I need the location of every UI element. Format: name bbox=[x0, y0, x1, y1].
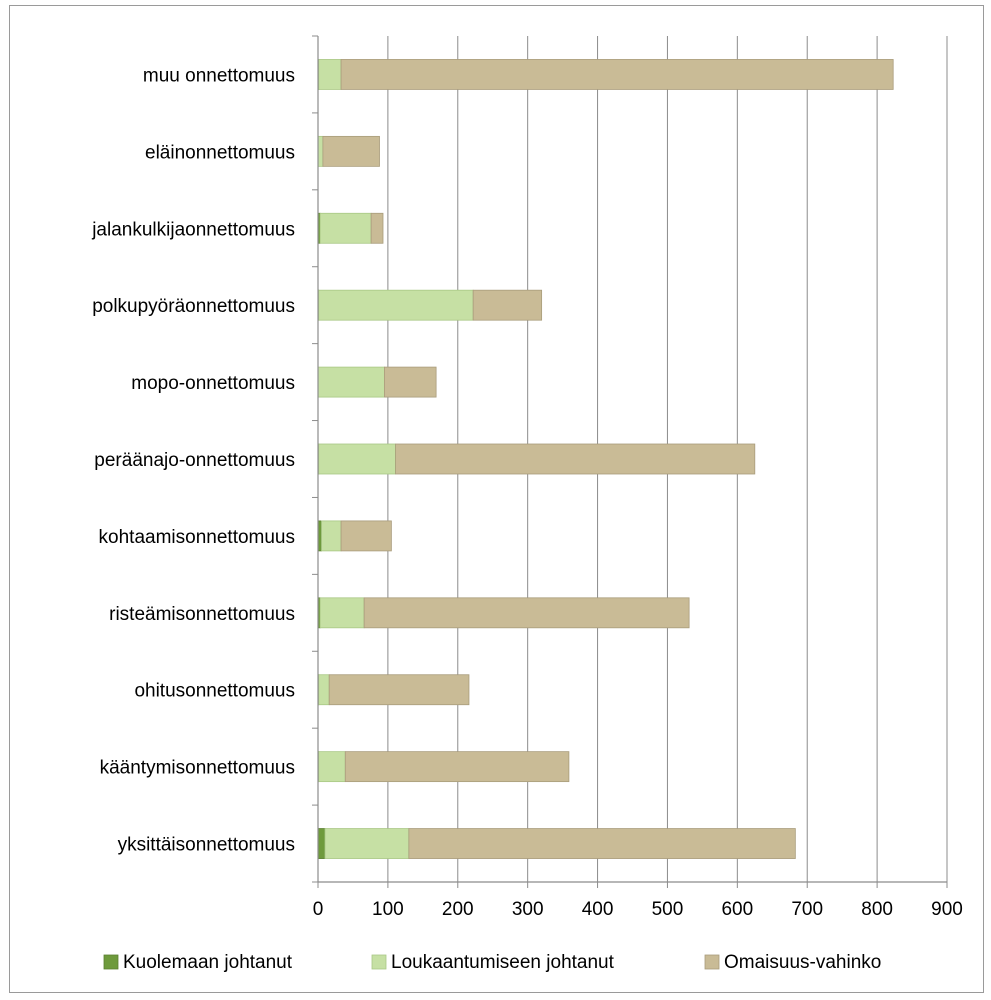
category-label: ohitusonnettomuus bbox=[134, 681, 295, 702]
x-tick-label-300: 300 bbox=[512, 899, 544, 920]
bar-segment-3-row-9 bbox=[328, 674, 470, 706]
x-tick-label-0: 0 bbox=[313, 899, 324, 920]
bar-segment-2-row-6 bbox=[318, 443, 396, 475]
bar-segment-2-row-2 bbox=[317, 135, 324, 167]
bar-segment-3-row-10 bbox=[344, 751, 570, 783]
category-label: muu onnettomuus bbox=[143, 65, 295, 86]
bar-segment-3-row-3 bbox=[370, 212, 384, 244]
bar-segment-3-row-4 bbox=[472, 289, 543, 321]
category-label: polkupyöräonnettomuus bbox=[92, 296, 295, 317]
x-tick-label-400: 400 bbox=[582, 899, 614, 920]
bar-segment-2-row-5 bbox=[317, 366, 385, 398]
legend-label-2: Loukaantumiseen johtanut bbox=[391, 952, 615, 973]
category-label: kohtaamisonnettomuus bbox=[99, 527, 295, 548]
category-label: mopo-onnettomuus bbox=[131, 373, 295, 394]
bar-segment-2-row-1 bbox=[318, 59, 342, 90]
legend-layer: Kuolemaan johtanut Loukaantumiseen johtan… bbox=[103, 952, 881, 973]
x-tick-label-900: 900 bbox=[931, 899, 963, 920]
x-tick-label-600: 600 bbox=[721, 899, 753, 920]
bar-segment-2-row-7 bbox=[321, 520, 342, 552]
bar-segment-2-row-3 bbox=[319, 212, 372, 244]
axis-layer: muu onnettomuus eläinonnettomuus jalankulk… bbox=[91, 35, 963, 920]
bar-segment-3-row-11 bbox=[408, 828, 796, 859]
bar-segment-2-row-4 bbox=[318, 289, 474, 321]
x-tick-label-200: 200 bbox=[442, 899, 474, 920]
bar-layer bbox=[317, 59, 894, 859]
legend-swatch-1 bbox=[103, 954, 119, 970]
legend-label-3: Omaisuus-vahinko bbox=[724, 952, 881, 973]
legend-swatch-3 bbox=[704, 954, 720, 970]
x-tick-label-500: 500 bbox=[652, 899, 684, 920]
legend-swatch-2 bbox=[371, 954, 387, 970]
bar-segment-3-row-6 bbox=[395, 443, 756, 475]
legend-label-1: Kuolemaan johtanut bbox=[123, 952, 293, 973]
bar-segment-3-row-2 bbox=[322, 135, 380, 167]
bar-segment-3-row-8 bbox=[363, 597, 690, 629]
x-tick-label-700: 700 bbox=[791, 899, 823, 920]
bar-segment-3-row-1 bbox=[340, 59, 894, 90]
bar-segment-1-row-11 bbox=[317, 828, 326, 859]
category-label: kääntymisonnettomuus bbox=[100, 758, 295, 779]
x-tick-label-100: 100 bbox=[372, 899, 404, 920]
bar-segment-3-row-7 bbox=[340, 520, 392, 552]
bar-segment-2-row-11 bbox=[324, 828, 410, 859]
x-tick-label-800: 800 bbox=[861, 899, 893, 920]
category-label: risteämisonnettomuus bbox=[109, 604, 295, 625]
category-label: peräänajo-onnettomuus bbox=[94, 450, 295, 471]
bar-segment-2-row-10 bbox=[318, 751, 346, 783]
bar-segment-2-row-9 bbox=[318, 674, 330, 706]
category-label: eläinonnettomuus bbox=[145, 142, 295, 163]
bar-segment-3-row-5 bbox=[383, 366, 437, 398]
category-label: jalankulkijaonnettomuus bbox=[91, 219, 295, 240]
category-label: yksittäisonnettomuus bbox=[118, 835, 295, 856]
bar-segment-2-row-8 bbox=[319, 597, 365, 629]
